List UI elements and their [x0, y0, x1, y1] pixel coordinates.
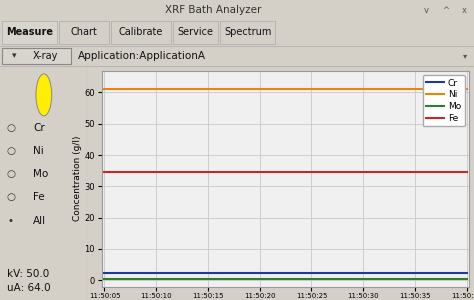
- Cr: [257, 272, 263, 275]
- Text: ○: ○: [6, 169, 15, 179]
- Fe: [257, 170, 263, 173]
- Bar: [173, 21, 218, 44]
- Mo: [101, 277, 107, 281]
- Text: ○: ○: [6, 146, 15, 156]
- Text: ▾: ▾: [463, 51, 467, 60]
- Mo: [464, 277, 470, 281]
- Text: Cr: Cr: [33, 122, 45, 133]
- Ni: [464, 88, 470, 91]
- Ni: [309, 88, 314, 91]
- Legend: Cr, Ni, Mo, Fe: Cr, Ni, Mo, Fe: [423, 75, 465, 126]
- Text: Spectrum: Spectrum: [224, 27, 271, 37]
- Ni: [205, 88, 211, 91]
- Text: kV: 50.0: kV: 50.0: [7, 269, 49, 279]
- Cr: [205, 272, 211, 275]
- Fe: [464, 170, 470, 173]
- Text: All: All: [33, 216, 46, 226]
- Fe: [205, 170, 211, 173]
- Text: Fe: Fe: [33, 192, 45, 203]
- Circle shape: [36, 74, 52, 116]
- Bar: [59, 21, 109, 44]
- Text: ▾: ▾: [12, 51, 16, 60]
- Fe: [309, 170, 314, 173]
- Mo: [412, 277, 418, 281]
- Text: uA: 64.0: uA: 64.0: [7, 283, 51, 293]
- Text: Calibrate: Calibrate: [119, 27, 163, 37]
- Cr: [360, 272, 366, 275]
- Mo: [154, 277, 159, 281]
- Ni: [412, 88, 418, 91]
- Text: v: v: [424, 5, 429, 14]
- Cr: [464, 272, 470, 275]
- Bar: [2, 21, 57, 44]
- Fe: [101, 170, 107, 173]
- Ni: [360, 88, 366, 91]
- Y-axis label: Concentration (g/l): Concentration (g/l): [73, 136, 82, 221]
- Text: x: x: [462, 5, 467, 14]
- Cr: [154, 272, 159, 275]
- Text: Mo: Mo: [33, 169, 48, 179]
- Text: Application:ApplicationA: Application:ApplicationA: [78, 50, 206, 61]
- Text: ○: ○: [6, 192, 15, 203]
- Text: Measure: Measure: [6, 27, 53, 37]
- Fe: [154, 170, 159, 173]
- Ni: [101, 88, 107, 91]
- Cr: [309, 272, 314, 275]
- Text: ○: ○: [6, 122, 15, 133]
- Mo: [205, 277, 211, 281]
- Text: Chart: Chart: [71, 27, 98, 37]
- Text: ^: ^: [442, 5, 449, 14]
- Ni: [257, 88, 263, 91]
- Cr: [412, 272, 418, 275]
- Text: Service: Service: [178, 27, 213, 37]
- Bar: [2, 48, 71, 64]
- Bar: [111, 21, 171, 44]
- Cr: [101, 272, 107, 275]
- Mo: [360, 277, 366, 281]
- Text: •: •: [8, 216, 14, 226]
- Bar: [220, 21, 275, 44]
- Mo: [257, 277, 263, 281]
- Text: XRF Bath Analyzer: XRF Bath Analyzer: [165, 5, 262, 15]
- Text: X-ray: X-ray: [33, 50, 59, 61]
- Fe: [360, 170, 366, 173]
- Ni: [154, 88, 159, 91]
- Mo: [309, 277, 314, 281]
- Fe: [412, 170, 418, 173]
- Text: Ni: Ni: [33, 146, 44, 156]
